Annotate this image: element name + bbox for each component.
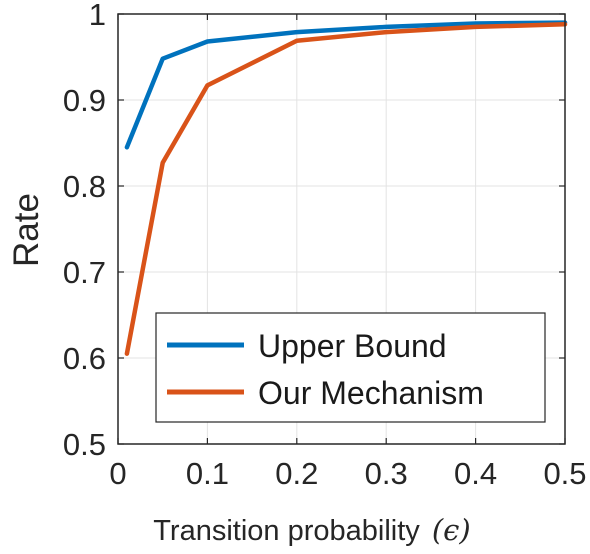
plot-frame bbox=[117, 13, 566, 445]
y-tick-label: 1 bbox=[89, 0, 106, 32]
x-axis-label: Transition probability (ϵ) bbox=[153, 513, 470, 547]
legend-box bbox=[155, 312, 546, 423]
series-line-our-mechanism bbox=[124, 22, 568, 356]
y-tick-label: 0.5 bbox=[63, 427, 106, 462]
x-axis-label-text: Transition probability bbox=[153, 515, 420, 547]
series-line-upper-bound bbox=[124, 20, 568, 150]
y-tick-labels: 0.5 0.6 0.7 0.8 0.9 1 bbox=[63, 0, 106, 462]
legend-label-our-mechanism: Our Mechanism bbox=[258, 375, 484, 411]
x-axis-label-symbol: (ϵ) bbox=[432, 513, 471, 547]
legend-label-upper-bound: Upper Bound bbox=[258, 328, 447, 364]
x-tick-label: 0.1 bbox=[186, 456, 229, 491]
tick-marks bbox=[117, 13, 566, 445]
series-lines bbox=[124, 20, 568, 356]
y-tick-label: 0.8 bbox=[63, 169, 106, 204]
y-tick-label: 0.7 bbox=[63, 255, 106, 290]
x-tick-label: 0.4 bbox=[454, 456, 497, 491]
legend: Upper Bound Our Mechanism bbox=[155, 312, 546, 423]
x-tick-label: 0 bbox=[109, 456, 126, 491]
x-tick-label: 0.2 bbox=[275, 456, 318, 491]
x-tick-labels: 0 0.1 0.2 0.3 0.4 0.5 bbox=[109, 456, 586, 491]
x-tick-label: 0.3 bbox=[365, 456, 408, 491]
x-tick-label: 0.5 bbox=[543, 456, 586, 491]
y-axis-label: Rate bbox=[7, 193, 46, 267]
y-tick-label: 0.6 bbox=[63, 341, 106, 376]
y-tick-label: 0.9 bbox=[63, 83, 106, 118]
